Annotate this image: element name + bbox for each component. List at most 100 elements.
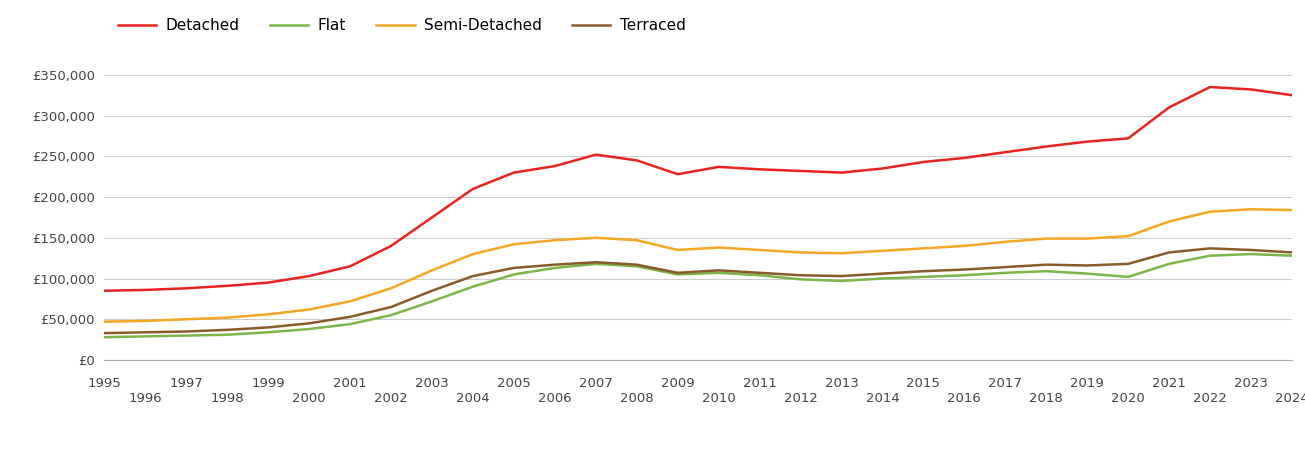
Flat (1244, 252, 1259, 257)
Detached (384, 243, 399, 248)
Text: 2014: 2014 (865, 392, 899, 405)
Text: 1999: 1999 (252, 377, 284, 390)
Text: 2022: 2022 (1193, 392, 1227, 405)
Detached (997, 149, 1013, 155)
Detached (629, 158, 645, 163)
Semi-Detached (424, 268, 440, 273)
Flat (547, 265, 562, 270)
Terraced (792, 273, 808, 278)
Terraced (1284, 250, 1300, 255)
Semi-Detached (589, 235, 604, 240)
Flat (97, 334, 112, 340)
Terraced (1039, 262, 1054, 267)
Flat (792, 277, 808, 282)
Terraced (1244, 248, 1259, 253)
Terraced (97, 330, 112, 336)
Terraced (384, 304, 399, 310)
Detached (261, 280, 277, 285)
Semi-Detached (957, 243, 972, 248)
Terraced (465, 273, 480, 279)
Detached (342, 264, 358, 269)
Flat (1284, 253, 1300, 258)
Flat (752, 273, 767, 278)
Text: 2005: 2005 (497, 377, 531, 390)
Text: 2015: 2015 (907, 377, 941, 390)
Flat (997, 270, 1013, 275)
Flat (137, 333, 153, 339)
Text: 2024: 2024 (1275, 392, 1305, 405)
Semi-Detached (179, 316, 194, 322)
Detached (792, 168, 808, 174)
Flat (465, 284, 480, 289)
Terraced (752, 270, 767, 275)
Text: 2016: 2016 (947, 392, 981, 405)
Detached (1039, 144, 1054, 149)
Detached (752, 166, 767, 172)
Flat (1120, 274, 1135, 279)
Terraced (957, 267, 972, 272)
Semi-Detached (1202, 209, 1218, 214)
Flat (916, 274, 932, 279)
Detached (669, 171, 685, 177)
Semi-Detached (629, 238, 645, 243)
Semi-Detached (261, 312, 277, 317)
Semi-Detached (465, 252, 480, 257)
Semi-Detached (547, 238, 562, 243)
Detached (1161, 105, 1177, 110)
Detached (711, 164, 727, 170)
Detached (137, 287, 153, 292)
Text: 2006: 2006 (538, 392, 572, 405)
Flat (384, 312, 399, 318)
Flat (1079, 271, 1095, 276)
Text: 2002: 2002 (375, 392, 408, 405)
Line: Flat: Flat (104, 254, 1292, 337)
Detached (465, 186, 480, 192)
Flat (301, 326, 317, 332)
Detached (424, 215, 440, 220)
Terraced (669, 270, 685, 275)
Text: 2008: 2008 (620, 392, 654, 405)
Flat (629, 264, 645, 269)
Terraced (1079, 263, 1095, 268)
Text: 2021: 2021 (1152, 377, 1186, 390)
Terraced (547, 262, 562, 267)
Text: 1997: 1997 (170, 377, 204, 390)
Flat (424, 299, 440, 304)
Text: 2007: 2007 (579, 377, 612, 390)
Flat (179, 333, 194, 338)
Semi-Detached (97, 319, 112, 324)
Semi-Detached (1284, 207, 1300, 213)
Text: 2023: 2023 (1235, 377, 1268, 390)
Semi-Detached (874, 248, 890, 253)
Flat (342, 321, 358, 327)
Semi-Detached (384, 286, 399, 291)
Detached (834, 170, 850, 176)
Flat (711, 270, 727, 275)
Detached (1284, 92, 1300, 98)
Semi-Detached (219, 315, 235, 320)
Text: 2001: 2001 (333, 377, 367, 390)
Semi-Detached (1161, 219, 1177, 224)
Terraced (916, 269, 932, 274)
Line: Terraced: Terraced (104, 248, 1292, 333)
Semi-Detached (1039, 236, 1054, 241)
Flat (669, 272, 685, 277)
Detached (219, 283, 235, 288)
Text: 2012: 2012 (783, 392, 817, 405)
Flat (1161, 261, 1177, 266)
Line: Semi-Detached: Semi-Detached (104, 209, 1292, 322)
Detached (589, 152, 604, 158)
Terraced (1202, 246, 1218, 251)
Terraced (219, 327, 235, 333)
Semi-Detached (1244, 207, 1259, 212)
Terraced (629, 262, 645, 267)
Detached (1120, 135, 1135, 141)
Text: 2010: 2010 (702, 392, 736, 405)
Text: 2019: 2019 (1070, 377, 1104, 390)
Semi-Detached (669, 248, 685, 253)
Semi-Detached (752, 248, 767, 253)
Semi-Detached (137, 318, 153, 324)
Detached (301, 273, 317, 279)
Semi-Detached (711, 245, 727, 250)
Detached (179, 286, 194, 291)
